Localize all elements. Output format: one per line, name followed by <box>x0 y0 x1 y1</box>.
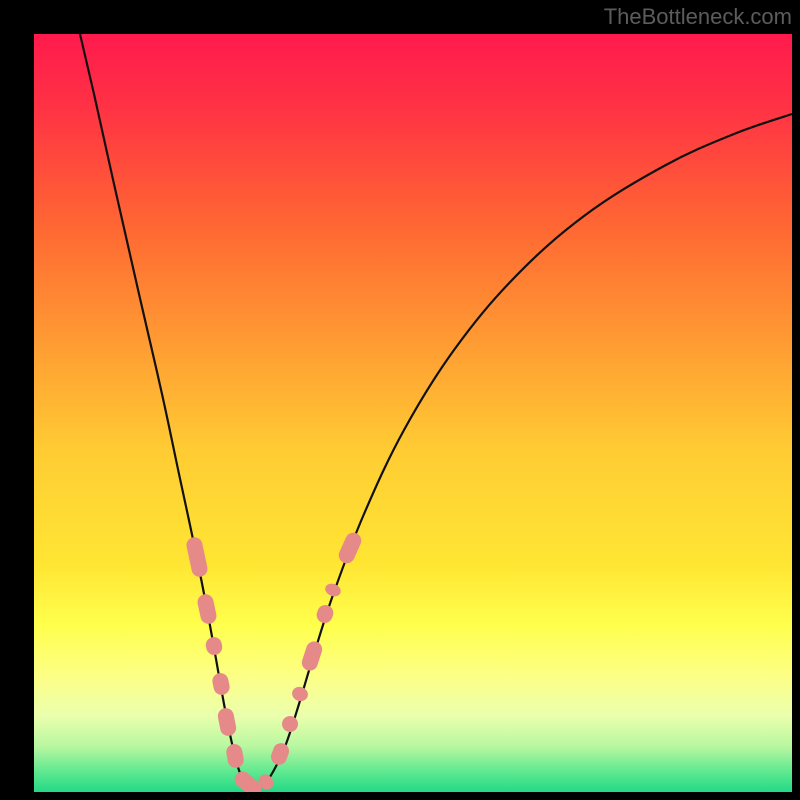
curve-marker <box>196 593 218 626</box>
plot-area <box>34 34 792 792</box>
curve-marker <box>225 743 245 769</box>
watermark-text: TheBottleneck.com <box>604 4 792 30</box>
curve-right-branch <box>252 114 792 790</box>
curve-marker <box>280 714 300 734</box>
curve-marker <box>323 581 342 598</box>
curve-marker <box>300 639 324 672</box>
curve-marker <box>269 741 292 767</box>
chart-stage: TheBottleneck.com <box>0 0 800 800</box>
curve-marker <box>336 530 364 566</box>
curve-marker <box>204 636 223 657</box>
curve-layer <box>34 34 792 792</box>
curve-marker <box>185 536 209 578</box>
curve-marker <box>216 707 237 738</box>
curve-marker <box>314 603 335 625</box>
curve-marker <box>290 685 310 703</box>
curve-marker <box>211 672 231 697</box>
